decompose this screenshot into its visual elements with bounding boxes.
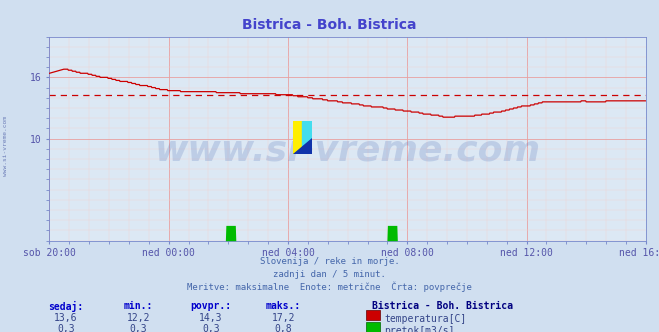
Text: 17,2: 17,2 <box>272 313 295 323</box>
Text: www.si-vreme.com: www.si-vreme.com <box>3 116 8 176</box>
Text: 14,3: 14,3 <box>199 313 223 323</box>
Text: Bistrica - Boh. Bistrica: Bistrica - Boh. Bistrica <box>372 301 513 311</box>
Text: Bistrica - Boh. Bistrica: Bistrica - Boh. Bistrica <box>243 18 416 32</box>
Text: 0,8: 0,8 <box>275 324 292 332</box>
Text: 0,3: 0,3 <box>202 324 219 332</box>
Text: 0,3: 0,3 <box>130 324 147 332</box>
Text: Slovenija / reke in morje.: Slovenija / reke in morje. <box>260 257 399 266</box>
Bar <box>302 121 312 154</box>
Text: min.:: min.: <box>124 301 153 311</box>
Text: maks.:: maks.: <box>266 301 301 311</box>
Text: www.si-vreme.com: www.si-vreme.com <box>155 134 540 168</box>
Text: temperatura[C]: temperatura[C] <box>384 314 467 324</box>
Text: 0,3: 0,3 <box>57 324 74 332</box>
Text: pretok[m3/s]: pretok[m3/s] <box>384 326 455 332</box>
Text: 12,2: 12,2 <box>127 313 150 323</box>
Text: 13,6: 13,6 <box>54 313 78 323</box>
Bar <box>293 121 302 154</box>
Text: sedaj:: sedaj: <box>48 301 84 312</box>
Text: Meritve: maksimalne  Enote: metrične  Črta: povprečje: Meritve: maksimalne Enote: metrične Črta… <box>187 282 472 292</box>
Text: zadnji dan / 5 minut.: zadnji dan / 5 minut. <box>273 270 386 279</box>
Polygon shape <box>293 138 312 154</box>
Text: povpr.:: povpr.: <box>190 301 231 311</box>
